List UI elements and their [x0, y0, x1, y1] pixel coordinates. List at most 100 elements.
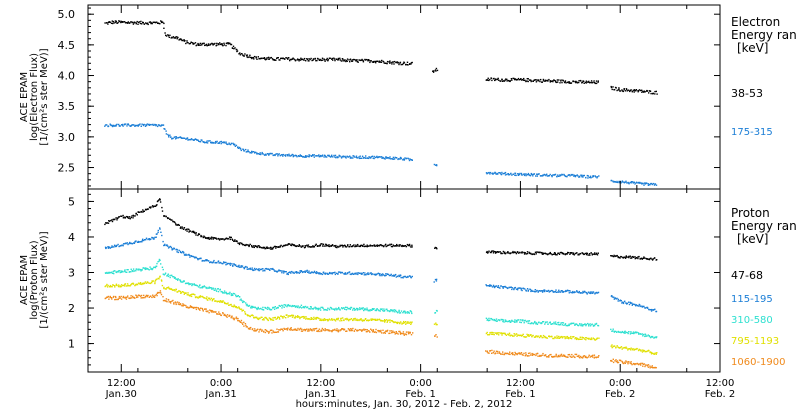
data-point	[193, 43, 195, 45]
data-point	[289, 315, 291, 317]
data-point	[271, 329, 273, 331]
data-point	[626, 256, 628, 258]
data-point	[627, 348, 630, 350]
data-point	[293, 155, 295, 157]
data-point	[283, 270, 285, 272]
data-point	[497, 352, 499, 354]
data-point	[119, 271, 121, 274]
data-point	[134, 297, 136, 299]
data-point	[284, 155, 287, 157]
data-point	[492, 333, 494, 335]
data-point	[397, 62, 399, 64]
data-point	[638, 363, 640, 365]
data-point	[385, 273, 387, 275]
data-point	[111, 125, 114, 128]
data-point	[109, 284, 112, 287]
data-point	[308, 272, 310, 274]
data-point	[572, 355, 575, 357]
data-point	[401, 323, 403, 325]
data-point	[347, 328, 350, 330]
data-point	[371, 329, 373, 331]
data-point	[316, 245, 319, 247]
data-point	[334, 328, 336, 331]
data-point	[207, 237, 209, 239]
data-point	[334, 245, 336, 247]
data-point	[543, 354, 545, 357]
data-point	[613, 298, 615, 300]
data-point	[138, 211, 140, 213]
data-point	[340, 60, 343, 62]
data-point	[315, 271, 318, 273]
data-point	[290, 154, 293, 156]
data-point	[322, 307, 324, 309]
data-point	[152, 294, 154, 296]
data-point	[578, 253, 580, 255]
data-point	[305, 60, 307, 62]
data-point	[337, 57, 340, 60]
data-point	[553, 79, 555, 81]
data-point	[389, 332, 391, 334]
proton-legend-title-line1: Proton	[731, 206, 770, 220]
data-point	[654, 93, 656, 95]
data-point	[375, 244, 377, 247]
data-point	[274, 316, 276, 319]
data-point	[309, 306, 312, 308]
data-point	[513, 335, 515, 337]
data-point	[198, 233, 201, 235]
data-point	[192, 306, 194, 309]
data-point	[530, 334, 532, 336]
data-point	[177, 278, 179, 280]
data-point	[242, 55, 245, 57]
data-point	[135, 22, 137, 24]
data-point	[561, 324, 563, 326]
data-point	[564, 356, 567, 358]
data-point	[434, 278, 437, 281]
data-point	[246, 303, 248, 306]
data-point	[587, 337, 589, 340]
data-point	[209, 299, 211, 301]
data-point	[238, 146, 241, 149]
data-point	[326, 245, 328, 247]
data-point	[223, 314, 225, 316]
data-point	[157, 200, 159, 202]
data-point	[133, 22, 135, 24]
data-point	[124, 283, 127, 285]
data-point	[411, 61, 413, 64]
data-point	[202, 296, 204, 298]
data-point	[362, 319, 364, 321]
data-point	[645, 335, 647, 337]
data-point	[135, 270, 137, 272]
data-point	[558, 289, 560, 291]
data-point	[521, 252, 523, 254]
data-point	[487, 318, 489, 321]
data-point	[242, 148, 245, 151]
data-point	[405, 333, 408, 336]
data-point	[361, 273, 363, 275]
data-point	[573, 322, 575, 325]
data-point	[160, 293, 163, 296]
data-point	[130, 271, 132, 273]
data-point	[141, 283, 143, 286]
data-point	[373, 331, 376, 333]
data-point	[534, 79, 536, 81]
data-point	[258, 308, 260, 310]
data-point	[540, 335, 542, 337]
data-point	[613, 345, 616, 347]
data-point	[280, 328, 282, 330]
x-tick-label-date: Jan.31	[204, 389, 236, 400]
data-point	[625, 302, 627, 304]
data-point	[135, 212, 137, 215]
data-point	[287, 58, 289, 60]
data-point	[635, 332, 637, 334]
data-point	[236, 50, 239, 52]
data-point	[490, 285, 492, 287]
electron-ylabel-line1: ACE EPAM	[19, 72, 30, 122]
data-point	[655, 310, 658, 313]
data-point	[502, 173, 504, 175]
data-point	[586, 81, 589, 83]
data-point	[132, 21, 134, 23]
data-point	[374, 60, 377, 63]
data-point	[362, 245, 364, 247]
data-point	[629, 90, 631, 93]
data-point	[407, 276, 409, 278]
